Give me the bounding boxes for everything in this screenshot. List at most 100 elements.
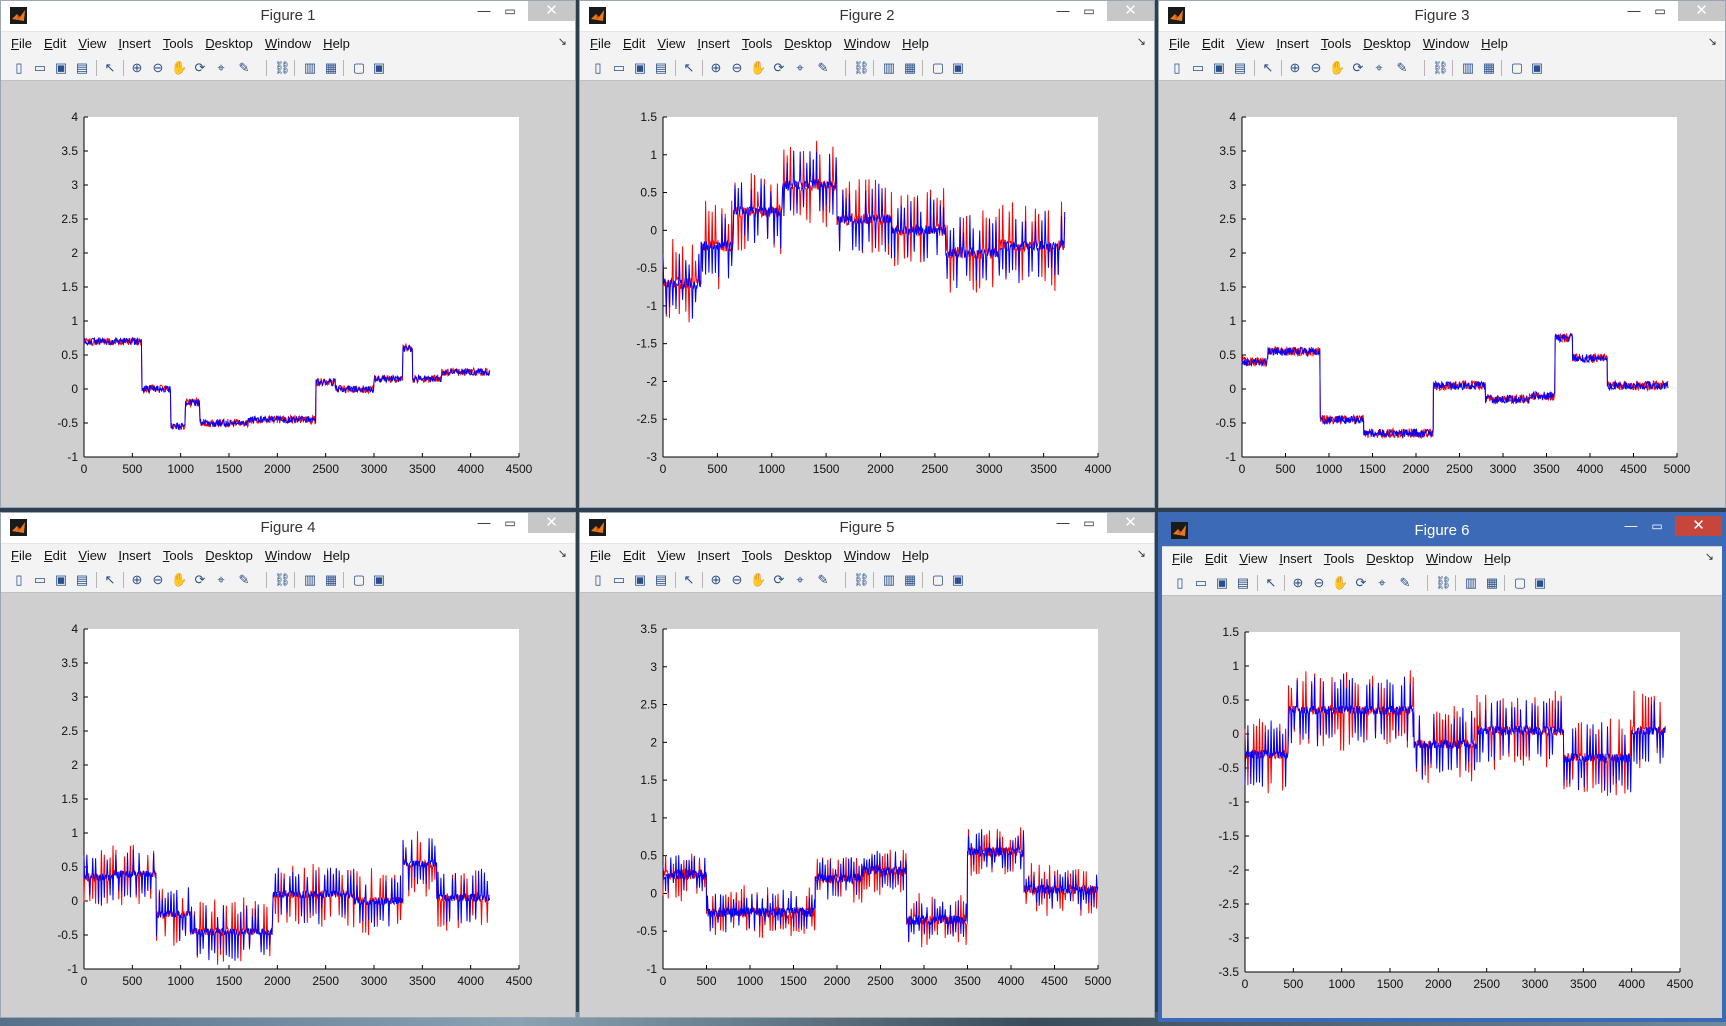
menu-tools[interactable]: Tools (741, 548, 773, 563)
menu-help[interactable]: Help (1481, 36, 1508, 51)
new-file-icon[interactable]: ▯ (15, 60, 23, 75)
brush-icon[interactable]: ✎ (817, 572, 829, 587)
show-plot-tools-icon[interactable]: ▣ (372, 572, 386, 587)
menu-window[interactable]: Window (264, 548, 312, 563)
axes-area[interactable] (1242, 117, 1677, 457)
close-button[interactable]: ✕ (528, 513, 575, 533)
menu-window[interactable]: Window (264, 36, 312, 51)
matlab-logo-icon[interactable] (589, 7, 606, 24)
zoom-in-icon[interactable]: ⊕ (1292, 575, 1304, 590)
matlab-logo-icon[interactable] (10, 7, 27, 24)
menu-edit[interactable]: Edit (1204, 551, 1228, 566)
rotate-3d-icon[interactable]: ⟳ (773, 60, 785, 75)
brush-icon[interactable]: ✎ (1396, 60, 1408, 75)
matlab-logo-icon[interactable] (10, 519, 27, 536)
save-icon[interactable]: ▣ (54, 60, 68, 75)
menu-view[interactable]: View (78, 548, 107, 563)
pan-hand-icon[interactable]: ✋ (750, 572, 767, 587)
plot-axes[interactable]: 0 500 1000 1500 2000 2500 3000 3500 4000 4500 -1 -0… (1, 593, 575, 1017)
menu-insert[interactable]: Insert (118, 36, 151, 51)
figure-window-3[interactable]: Figure 3 — ▭ ✕ File Edit View Insert Tools Deskto… (1158, 0, 1726, 508)
axes-area[interactable] (663, 629, 1098, 969)
menu-file[interactable]: File (590, 548, 611, 563)
menu-dock-arrow-icon[interactable]: ↘ (1707, 36, 1717, 48)
zoom-in-icon[interactable]: ⊕ (710, 60, 722, 75)
zoom-out-icon[interactable]: ⊖ (152, 572, 164, 587)
save-icon[interactable]: ▣ (1215, 575, 1229, 590)
print-icon[interactable]: ▤ (654, 572, 668, 587)
minimize-button[interactable]: — (477, 515, 491, 530)
legend-icon[interactable]: ▦ (324, 60, 338, 75)
link-plot-icon[interactable]: ⛓ (853, 572, 870, 587)
menu-help[interactable]: Help (902, 548, 929, 563)
menu-view[interactable]: View (1239, 551, 1268, 566)
rotate-3d-icon[interactable]: ⟳ (1352, 60, 1364, 75)
close-button[interactable]: ✕ (528, 1, 575, 21)
brush-icon[interactable]: ✎ (238, 60, 250, 75)
rotate-3d-icon[interactable]: ⟳ (194, 572, 206, 587)
hide-plot-tools-icon[interactable]: ▢ (352, 572, 366, 587)
save-icon[interactable]: ▣ (633, 60, 647, 75)
plot-axes[interactable]: 0 500 1000 1500 2000 2500 3000 3500 4000 4500 -1 -0… (1, 81, 575, 507)
print-icon[interactable]: ▤ (1233, 60, 1247, 75)
close-button[interactable]: ✕ (1107, 1, 1154, 21)
axes-area[interactable] (1245, 632, 1680, 972)
menu-dock-arrow-icon[interactable]: ↘ (1704, 551, 1714, 563)
menu-help[interactable]: Help (323, 548, 350, 563)
colorbar-icon[interactable]: ▥ (882, 572, 896, 587)
figure-window-4[interactable]: Figure 4 — ▭ ✕ File Edit View Insert Tools Deskto… (0, 512, 576, 1018)
colorbar-icon[interactable]: ▥ (303, 60, 317, 75)
colorbar-icon[interactable]: ▥ (1461, 60, 1475, 75)
pointer-icon[interactable]: ↖ (683, 572, 695, 587)
menu-file[interactable]: File (1169, 36, 1190, 51)
menu-window[interactable]: Window (843, 36, 891, 51)
save-icon[interactable]: ▣ (54, 572, 68, 587)
matlab-logo-icon[interactable] (589, 519, 606, 536)
print-icon[interactable]: ▤ (654, 60, 668, 75)
data-cursor-icon[interactable]: ⌖ (1375, 60, 1383, 75)
pointer-icon[interactable]: ↖ (1265, 575, 1277, 590)
menu-insert[interactable]: Insert (1276, 36, 1309, 51)
menu-tools[interactable]: Tools (1323, 551, 1355, 566)
show-plot-tools-icon[interactable]: ▣ (951, 572, 965, 587)
figure-window-2[interactable]: Figure 2 — ▭ ✕ File Edit View Insert Tools Deskto… (579, 0, 1155, 508)
menu-dock-arrow-icon[interactable]: ↘ (1136, 36, 1146, 48)
zoom-out-icon[interactable]: ⊖ (1310, 60, 1322, 75)
menu-desktop[interactable]: Desktop (1363, 36, 1411, 51)
pointer-icon[interactable]: ↖ (104, 572, 116, 587)
menu-edit[interactable]: Edit (43, 36, 67, 51)
hide-plot-tools-icon[interactable]: ▢ (1510, 60, 1524, 75)
menu-help[interactable]: Help (902, 36, 929, 51)
axes-area[interactable] (84, 117, 519, 457)
pointer-icon[interactable]: ↖ (1262, 60, 1274, 75)
zoom-in-icon[interactable]: ⊕ (1289, 60, 1301, 75)
data-cursor-icon[interactable]: ⌖ (1378, 575, 1386, 590)
maximize-button[interactable]: ▭ (1651, 519, 1663, 533)
menu-file[interactable]: File (11, 36, 32, 51)
menu-help[interactable]: Help (323, 36, 350, 51)
pan-hand-icon[interactable]: ✋ (1329, 60, 1346, 75)
menu-desktop[interactable]: Desktop (784, 548, 832, 563)
plot-axes[interactable]: 0 500 1000 1500 2000 2500 3000 3500 4000 -3 -2.5 -2… (580, 81, 1154, 507)
menu-file[interactable]: File (590, 36, 611, 51)
title-bar[interactable]: Figure 3 — ▭ ✕ (1159, 1, 1725, 32)
matlab-logo-icon[interactable] (1171, 522, 1188, 539)
pointer-icon[interactable]: ↖ (104, 60, 116, 75)
menu-view[interactable]: View (657, 36, 686, 51)
hide-plot-tools-icon[interactable]: ▢ (931, 572, 945, 587)
minimize-button[interactable]: — (1624, 518, 1638, 533)
show-plot-tools-icon[interactable]: ▣ (1530, 60, 1544, 75)
menu-view[interactable]: View (657, 548, 686, 563)
legend-icon[interactable]: ▦ (324, 572, 338, 587)
colorbar-icon[interactable]: ▥ (303, 572, 317, 587)
new-file-icon[interactable]: ▯ (15, 572, 23, 587)
zoom-out-icon[interactable]: ⊖ (731, 60, 743, 75)
show-plot-tools-icon[interactable]: ▣ (1533, 575, 1547, 590)
menu-insert[interactable]: Insert (697, 36, 730, 51)
minimize-button[interactable]: — (1056, 515, 1070, 530)
menu-window[interactable]: Window (1425, 551, 1473, 566)
figure-window-6[interactable]: Figure 6 — ▭ ✕ File Edit View Insert Tools Deskto… (1158, 512, 1726, 1022)
menu-edit[interactable]: Edit (622, 36, 646, 51)
menu-file[interactable]: File (11, 548, 32, 563)
minimize-button[interactable]: — (1627, 3, 1641, 18)
